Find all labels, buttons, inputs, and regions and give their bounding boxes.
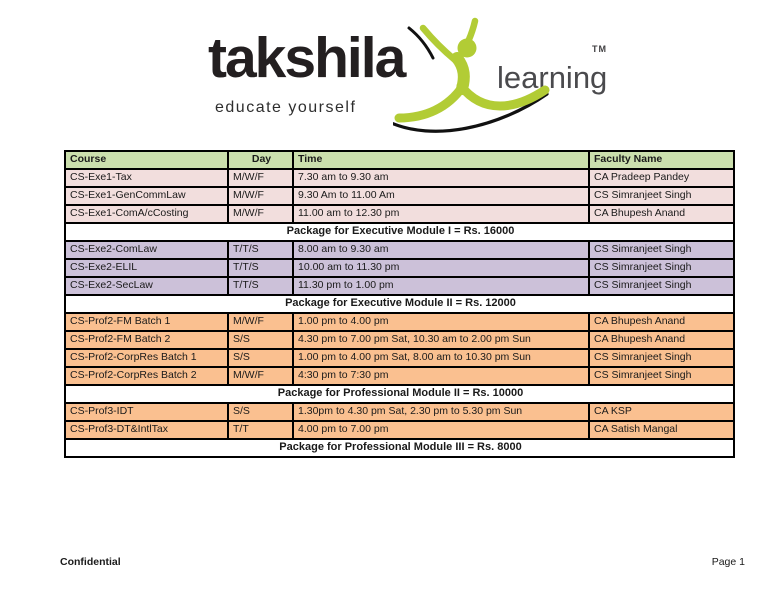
cell-day: M/W/F	[227, 366, 294, 386]
course-schedule-table: Course Day Time Faculty Name CS-Exe1-Tax…	[64, 150, 735, 458]
logo-tagline: educate yourself	[215, 99, 357, 116]
table-header-row: Course Day Time Faculty Name	[64, 150, 735, 170]
cell-faculty: CA Satish Mangal	[588, 420, 735, 440]
cell-time: 4:30 pm to 7:30 pm	[292, 366, 590, 386]
cell-course: CS-Exe2-ComLaw	[64, 240, 229, 260]
cell-day: S/S	[227, 330, 294, 350]
cell-faculty: CA KSP	[588, 402, 735, 422]
table-row: CS-Exe2-ComLaw T/T/S 8.00 am to 9.30 am CS …	[64, 240, 735, 260]
cell-course: CS-Prof3-IDT	[64, 402, 229, 422]
package-row: Package for Professional Module II = Rs.…	[64, 384, 735, 404]
table-row: CS-Prof2-CorpRes Batch 2 M/W/F 4:30 pm to …	[64, 366, 735, 386]
cell-faculty: CA Bhupesh Anand	[588, 312, 735, 332]
cell-faculty: CS Simranjeet Singh	[588, 276, 735, 296]
cell-time: 4.00 pm to 7.00 pm	[292, 420, 590, 440]
cell-time: 8.00 am to 9.30 am	[292, 240, 590, 260]
cell-course: CS-Prof2-FM Batch 2	[64, 330, 229, 350]
table-row: CS-Exe2-SecLaw T/T/S 11.30 pm to 1.00 pm CS…	[64, 276, 735, 296]
table-row: CS-Prof2-CorpRes Batch 1 S/S 1.00 pm to 4.…	[64, 348, 735, 368]
cell-day: T/T/S	[227, 240, 294, 260]
package-label: Package for Executive Module I = Rs. 160…	[64, 222, 735, 242]
cell-faculty: CS Simranjeet Singh	[588, 240, 735, 260]
cell-course: CS-Exe1-Tax	[64, 168, 229, 188]
table-row: CS-Prof3-IDT S/S 1.30pm to 4.30 pm Sat, 2.…	[64, 402, 735, 422]
cell-day: M/W/F	[227, 168, 294, 188]
header-time: Time	[292, 150, 590, 170]
cell-time: 1.00 pm to 4.00 pm	[292, 312, 590, 332]
cell-time: 11.00 am to 12.30 pm	[292, 204, 590, 224]
cell-time: 4.30 pm to 7.00 pm Sat, 10.30 am to 2.00…	[292, 330, 590, 350]
header-course: Course	[64, 150, 229, 170]
header-day: Day	[227, 150, 294, 170]
table-row: CS-Exe1-ComA/cCosting M/W/F 11.00 am to 12…	[64, 204, 735, 224]
cell-faculty: CS Simranjeet Singh	[588, 258, 735, 278]
cell-course: CS-Prof3-DT&IntlTax	[64, 420, 229, 440]
cell-course: CS-Exe2-SecLaw	[64, 276, 229, 296]
cell-course: CS-Exe1-GenCommLaw	[64, 186, 229, 206]
logo-learning-text: learning	[497, 60, 608, 95]
cell-course: CS-Prof2-CorpRes Batch 2	[64, 366, 229, 386]
cell-course: CS-Exe1-ComA/cCosting	[64, 204, 229, 224]
header-faculty: Faculty Name	[588, 150, 735, 170]
table-row: CS-Prof2-FM Batch 2 S/S 4.30 pm to 7.00 pm…	[64, 330, 735, 350]
package-row: Package for Executive Module II = Rs. 12…	[64, 294, 735, 314]
page-number: Page 1	[711, 556, 745, 568]
trademark-symbol: TM	[592, 44, 607, 54]
leaping-person-icon	[393, 17, 550, 133]
cell-faculty: CA Bhupesh Anand	[588, 204, 735, 224]
cell-day: S/S	[227, 348, 294, 368]
logo-wordmark: takshila	[208, 26, 406, 90]
package-label: Package for Executive Module II = Rs. 12…	[64, 294, 735, 314]
cell-day: T/T	[227, 420, 294, 440]
schedule-table-body: CS-Exe1-Tax M/W/F 7.30 am to 9.30 am CA Pra…	[64, 168, 735, 458]
cell-time: 1.00 pm to 4.00 pm Sat, 8.00 am to 10.30…	[292, 348, 590, 368]
cell-day: M/W/F	[227, 312, 294, 332]
cell-course: CS-Exe2-ELIL	[64, 258, 229, 278]
cell-faculty: CA Pradeep Pandey	[588, 168, 735, 188]
table-row: CS-Prof2-FM Batch 1 M/W/F 1.00 pm to 4.00 …	[64, 312, 735, 332]
cell-time: 10.00 am to 11.30 pm	[292, 258, 590, 278]
cell-day: S/S	[227, 402, 294, 422]
cell-course: CS-Prof2-FM Batch 1	[64, 312, 229, 332]
cell-time: 7.30 am to 9.30 am	[292, 168, 590, 188]
cell-faculty: CS Simranjeet Singh	[588, 348, 735, 368]
table-row: CS-Exe1-GenCommLaw M/W/F 9.30 Am to 11.00 …	[64, 186, 735, 206]
table-row: CS-Exe1-Tax M/W/F 7.30 am to 9.30 am CA Pra…	[64, 168, 735, 188]
table-row: CS-Exe2-ELIL T/T/S 10.00 am to 11.30 pm CS …	[64, 258, 735, 278]
cell-day: T/T/S	[227, 258, 294, 278]
cell-time: 1.30pm to 4.30 pm Sat, 2.30 pm to 5.30 p…	[292, 402, 590, 422]
cell-faculty: CA Bhupesh Anand	[588, 330, 735, 350]
cell-day: T/T/S	[227, 276, 294, 296]
cell-day: M/W/F	[227, 204, 294, 224]
table-row: CS-Prof3-DT&IntlTax T/T 4.00 pm to 7.00 pm…	[64, 420, 735, 440]
cell-time: 11.30 pm to 1.00 pm	[292, 276, 590, 296]
package-row: Package for Professional Module III = Rs…	[64, 438, 735, 458]
package-label: Package for Professional Module III = Rs…	[64, 438, 735, 458]
cell-course: CS-Prof2-CorpRes Batch 1	[64, 348, 229, 368]
cell-time: 9.30 Am to 11.00 Am	[292, 186, 590, 206]
confidential-label: Confidential	[60, 556, 121, 568]
cell-day: M/W/F	[227, 186, 294, 206]
cell-faculty: CS Simranjeet Singh	[588, 186, 735, 206]
cell-faculty: CS Simranjeet Singh	[588, 366, 735, 386]
package-label: Package for Professional Module II = Rs.…	[64, 384, 735, 404]
package-row: Package for Executive Module I = Rs. 160…	[64, 222, 735, 242]
